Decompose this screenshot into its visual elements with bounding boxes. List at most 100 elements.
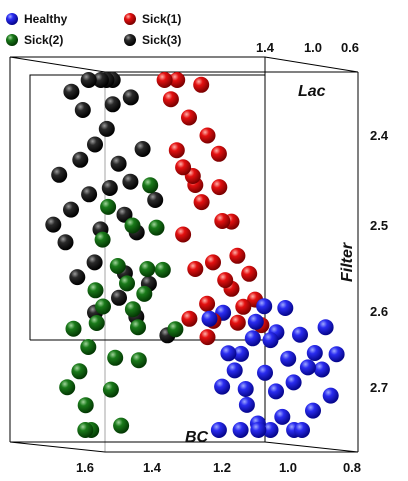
filter-tick-label: 2.7 [370, 380, 388, 395]
data-point-healthy [256, 298, 273, 315]
data-point-healthy [214, 378, 231, 395]
data-point-sick2 [124, 301, 141, 318]
data-point-sick3 [87, 136, 103, 153]
data-point-sick2 [167, 321, 184, 338]
data-point-healthy [305, 402, 321, 419]
bc-tick-label: 1.0 [279, 460, 297, 475]
legend-item-sick1: Sick(1) [124, 12, 181, 26]
legend: Healthy Sick(1) Sick(2) Sick(3) [6, 12, 181, 47]
data-point-healthy [232, 422, 249, 438]
data-point-sick2 [130, 352, 147, 369]
lac-axis: 1.4 1.0 0.6 Lac [256, 40, 359, 100]
data-point-sick3 [111, 289, 127, 306]
data-point-sick1 [193, 194, 210, 211]
filter-tick-label: 2.6 [370, 304, 388, 319]
data-point-healthy [244, 330, 261, 347]
data-point-sick1 [205, 254, 221, 271]
data-point-healthy [277, 300, 294, 316]
data-point-sick2 [130, 319, 146, 336]
data-point-sick3 [69, 269, 86, 286]
data-point-sick2 [142, 177, 159, 194]
data-point-healthy [210, 422, 227, 438]
data-point-healthy [226, 362, 243, 379]
lac-tick-label: 1.0 [304, 40, 322, 55]
data-point-sick1 [235, 298, 252, 315]
data-point-sick1 [229, 314, 246, 331]
data-point-sick1 [187, 261, 204, 277]
data-point-sick2 [80, 339, 97, 355]
data-point-sick3 [72, 151, 89, 168]
data-point-sick3 [63, 83, 80, 100]
lac-tick-label: 1.4 [256, 40, 275, 55]
data-point-sick2 [109, 258, 126, 274]
data-point-healthy [313, 361, 330, 378]
data-point-sick3 [101, 180, 118, 196]
data-point-sick3 [147, 192, 164, 208]
legend-label-sick3: Sick(3) [142, 33, 181, 47]
data-point-sick1 [175, 226, 192, 243]
data-point-sick3 [122, 89, 139, 106]
data-point-sick3 [51, 166, 68, 183]
data-point-sick1 [199, 127, 216, 144]
data-point-healthy [250, 422, 267, 438]
data-point-sick2 [100, 198, 117, 215]
data-point-healthy [294, 422, 310, 438]
data-point-healthy [220, 345, 237, 362]
data-point-sick3 [122, 173, 139, 190]
data-point-healthy [280, 350, 297, 367]
filter-axis: 2.4 2.5 2.6 2.7 Filter [339, 128, 389, 395]
data-point-sick2 [124, 217, 141, 234]
box-bottom-face [9, 441, 359, 453]
data-point-healthy [201, 310, 218, 327]
legend-item-sick2: Sick(2) [6, 33, 63, 47]
data-point-healthy [247, 313, 264, 330]
data-point-sick2 [65, 320, 82, 337]
data-point-healthy [257, 364, 273, 381]
data-point-sick1 [168, 142, 185, 159]
data-point-sick2 [139, 261, 156, 277]
data-point-healthy [306, 345, 323, 361]
data-point-healthy [268, 383, 284, 400]
lac-axis-label: Lac [298, 83, 326, 100]
bc-tick-label: 1.4 [143, 460, 162, 475]
data-point-healthy [233, 345, 249, 362]
data-point-sick2 [88, 315, 105, 331]
data-point-sick2 [136, 285, 153, 302]
box-top-face [9, 56, 359, 73]
data-point-sick3 [134, 141, 151, 157]
data-point-sick1 [217, 272, 234, 289]
filter-tick-label: 2.4 [370, 128, 389, 143]
data-point-sick1 [162, 91, 179, 108]
data-point-healthy [317, 319, 334, 336]
bc-tick-label: 1.6 [76, 460, 94, 475]
legend-label-sick1: Sick(1) [142, 12, 181, 26]
data-point-sick2 [77, 422, 94, 438]
legend-label-sick2: Sick(2) [24, 33, 63, 47]
data-point-healthy [292, 326, 308, 343]
data-point-healthy [238, 396, 255, 413]
bc-tick-label: 1.2 [213, 460, 231, 475]
data-point-sick1 [211, 179, 228, 196]
data-point-sick2 [87, 282, 104, 299]
legend-item-sick3: Sick(3) [124, 33, 181, 47]
data-point-sick3 [63, 201, 79, 218]
data-point-sick2 [59, 379, 76, 396]
data-point-sick3 [57, 234, 74, 251]
data-point-sick2 [102, 381, 119, 398]
data-point-sick1 [241, 265, 258, 282]
data-point-sick1 [193, 76, 210, 93]
legend-marker-healthy [6, 13, 18, 25]
data-point-healthy [285, 374, 302, 391]
data-point-sick3 [110, 155, 127, 172]
data-point-sick1 [229, 247, 246, 264]
data-point-sick2 [77, 397, 94, 414]
data-point-sick1 [214, 213, 231, 229]
data-point-sick1 [199, 295, 216, 312]
data-point-healthy [237, 381, 254, 397]
data-point-sick2 [154, 261, 171, 278]
data-point-sick2 [71, 363, 88, 380]
data-point-sick3 [98, 120, 115, 137]
data-point-sick1 [175, 159, 192, 176]
